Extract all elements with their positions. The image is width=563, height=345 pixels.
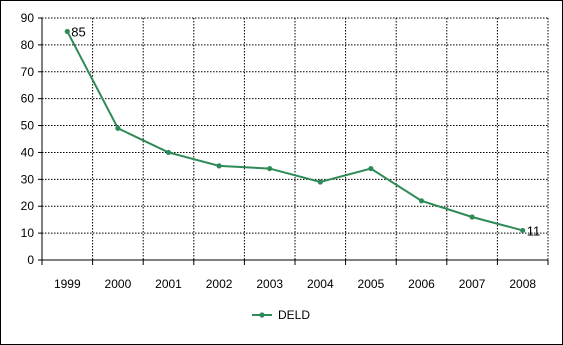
data-point [165, 149, 172, 156]
x-tick-label: 2005 [358, 277, 385, 291]
data-point [317, 179, 323, 185]
y-tick-label: 20 [21, 199, 35, 213]
x-tick-label: 2001 [155, 277, 182, 291]
data-point [216, 163, 222, 169]
data-label: 11 [527, 223, 541, 238]
y-tick-label: 80 [21, 38, 35, 52]
y-tick-label: 0 [27, 253, 34, 267]
y-tick-label: 60 [21, 92, 35, 106]
x-tick-label: 2004 [307, 277, 334, 291]
axes [38, 17, 549, 265]
series-line-deld [66, 30, 523, 232]
x-tick-label: 2006 [408, 277, 435, 291]
x-tick-labels: 1999 2000 2001 2002 2003 2004 2005 2006 2007 2008 [54, 277, 536, 291]
data-point [520, 227, 526, 234]
data-labels: 85 11 [71, 24, 540, 238]
x-tick-label: 2002 [206, 277, 233, 291]
x-tick-label: 2003 [256, 277, 283, 291]
x-tick-label: 2008 [509, 277, 536, 291]
data-label: 85 [71, 24, 85, 39]
data-point [368, 165, 374, 172]
y-tick-label: 90 [21, 11, 35, 25]
legend: DELD [252, 308, 310, 322]
legend-marker [259, 312, 265, 318]
data-point [267, 165, 273, 172]
y-tick-label: 10 [21, 226, 35, 240]
legend-label: DELD [278, 308, 310, 322]
x-tick-label: 2000 [105, 277, 132, 291]
y-tick-label: 30 [21, 172, 35, 186]
y-tick-label: 70 [21, 65, 35, 79]
y-tick-label: 40 [21, 145, 35, 159]
data-point [64, 28, 70, 35]
grid-lines [42, 17, 549, 260]
series-group [64, 28, 526, 234]
data-point [418, 198, 425, 204]
y-tick-labels: 0 10 20 30 40 50 60 70 80 90 [21, 11, 35, 267]
data-point [469, 214, 475, 220]
x-tick-label: 2007 [459, 277, 486, 291]
data-point [115, 125, 121, 131]
y-tick-label: 50 [21, 119, 35, 133]
x-tick-label: 1999 [54, 277, 81, 291]
